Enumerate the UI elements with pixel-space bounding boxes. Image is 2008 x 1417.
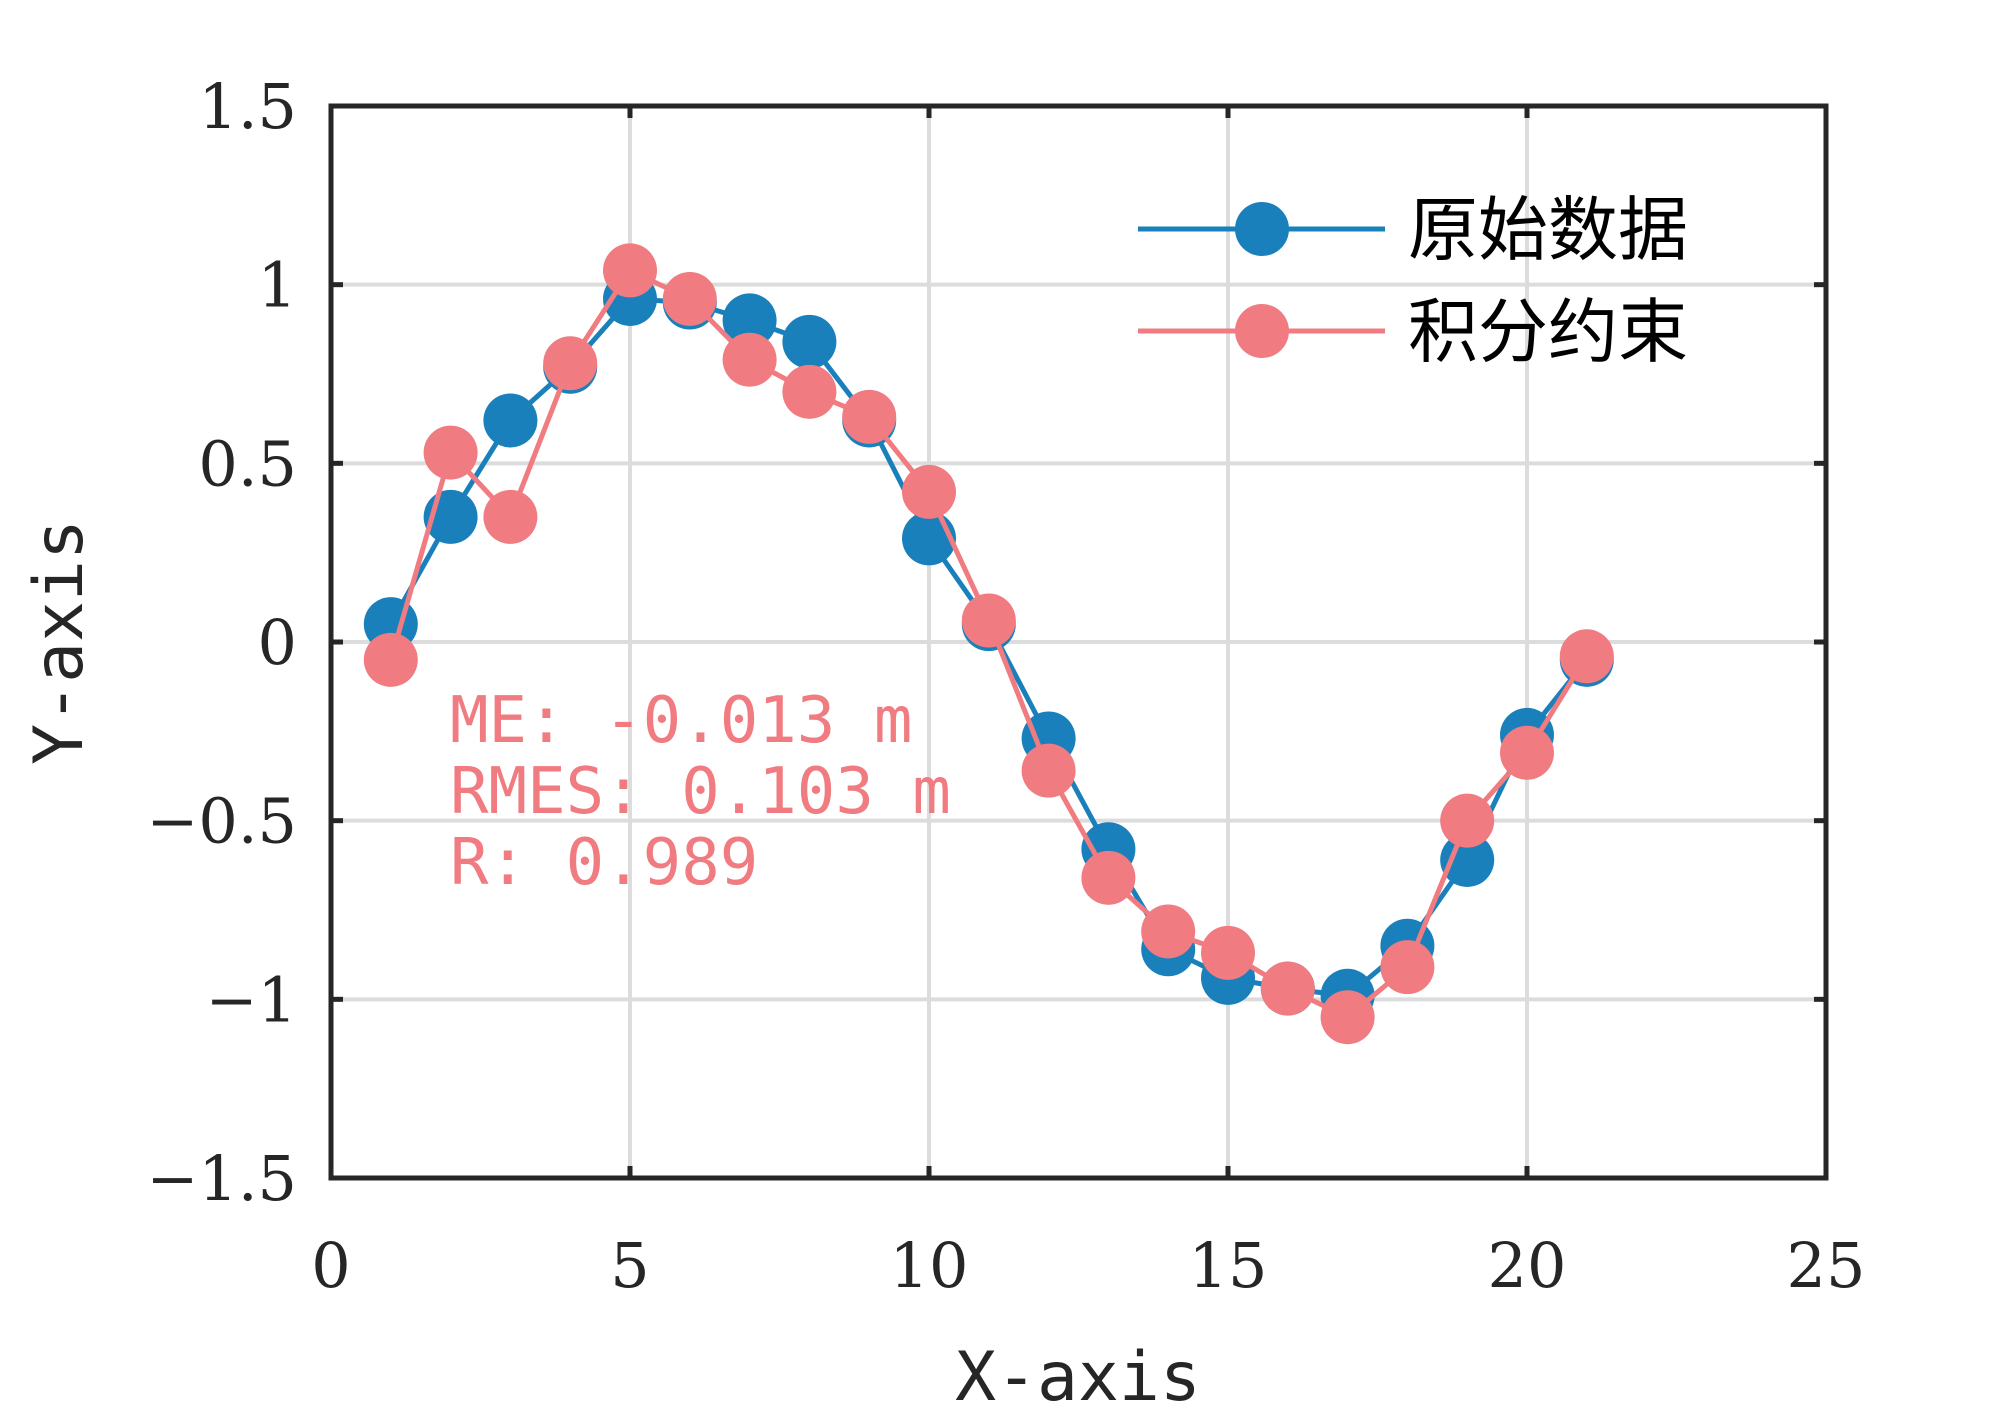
series-2-point xyxy=(543,336,598,391)
series-2-point xyxy=(1320,990,1375,1045)
series-layer xyxy=(363,243,1614,1045)
y-tick-label: 1 xyxy=(258,249,297,322)
x-tick-label: 10 xyxy=(890,1229,969,1302)
y-tick-label: 1.5 xyxy=(198,70,297,143)
x-tick-label: 0 xyxy=(311,1229,350,1302)
series-2-point xyxy=(423,425,478,480)
series-2-point xyxy=(1141,904,1196,959)
series-2-point xyxy=(603,243,657,298)
series-2-point xyxy=(1021,743,1076,798)
y-tick-label: −1.5 xyxy=(146,1142,297,1215)
series-2-point xyxy=(1260,961,1315,1016)
series-2-point xyxy=(483,489,538,544)
series-2-point xyxy=(902,464,956,519)
y-tick-label: 0.5 xyxy=(198,427,297,500)
series-2 xyxy=(363,243,1614,1045)
series-1-point xyxy=(782,314,837,369)
series-1-point xyxy=(483,393,538,448)
series-2-point xyxy=(1081,850,1136,905)
series-2-point xyxy=(363,632,418,687)
x-tick-labels: 0 5 10 15 20 25 xyxy=(311,1229,1865,1302)
series-2-point xyxy=(961,593,1016,648)
legend-marker-series-2 xyxy=(1235,304,1289,358)
x-axis-label: X-axis xyxy=(955,1338,1201,1417)
ticks xyxy=(328,103,1829,1181)
y-axis-label: Y-axis xyxy=(20,519,99,765)
y-tick-labels: −1.5 −1 −0.5 0 0.5 1 1.5 xyxy=(146,70,297,1215)
series-2-point xyxy=(1440,793,1495,848)
series-2-point xyxy=(1559,629,1614,684)
series-2-point xyxy=(782,364,837,419)
y-tick-label: 0 xyxy=(258,606,297,679)
annotation-r: R: 0.989 xyxy=(450,826,758,900)
series-1-point xyxy=(722,293,777,348)
series-2-point xyxy=(1201,925,1255,980)
x-tick-label: 25 xyxy=(1787,1229,1866,1302)
annotation-block: ME: -0.013 m RMES: 0.103 m R: 0.989 xyxy=(450,684,951,900)
x-tick-label: 20 xyxy=(1488,1229,1567,1302)
series-2-point xyxy=(1500,725,1554,780)
series-2-point xyxy=(662,271,717,326)
legend-marker-series-1 xyxy=(1235,202,1289,256)
y-tick-label: −1 xyxy=(206,963,297,1036)
legend-label-series-2: 积分约束 xyxy=(1408,291,1688,373)
legend: 原始数据 积分约束 xyxy=(1138,189,1688,373)
x-tick-label: 15 xyxy=(1189,1229,1268,1302)
y-tick-label: −0.5 xyxy=(146,785,297,858)
series-2-point xyxy=(1380,940,1435,995)
x-tick-label: 5 xyxy=(610,1229,649,1302)
annotation-me: ME: -0.013 m xyxy=(450,684,912,758)
series-1-point xyxy=(1440,832,1495,887)
legend-label-series-1: 原始数据 xyxy=(1408,189,1688,271)
series-2-point xyxy=(722,332,777,387)
annotation-rmes: RMES: 0.103 m xyxy=(450,755,951,829)
series-2-point xyxy=(842,389,897,444)
